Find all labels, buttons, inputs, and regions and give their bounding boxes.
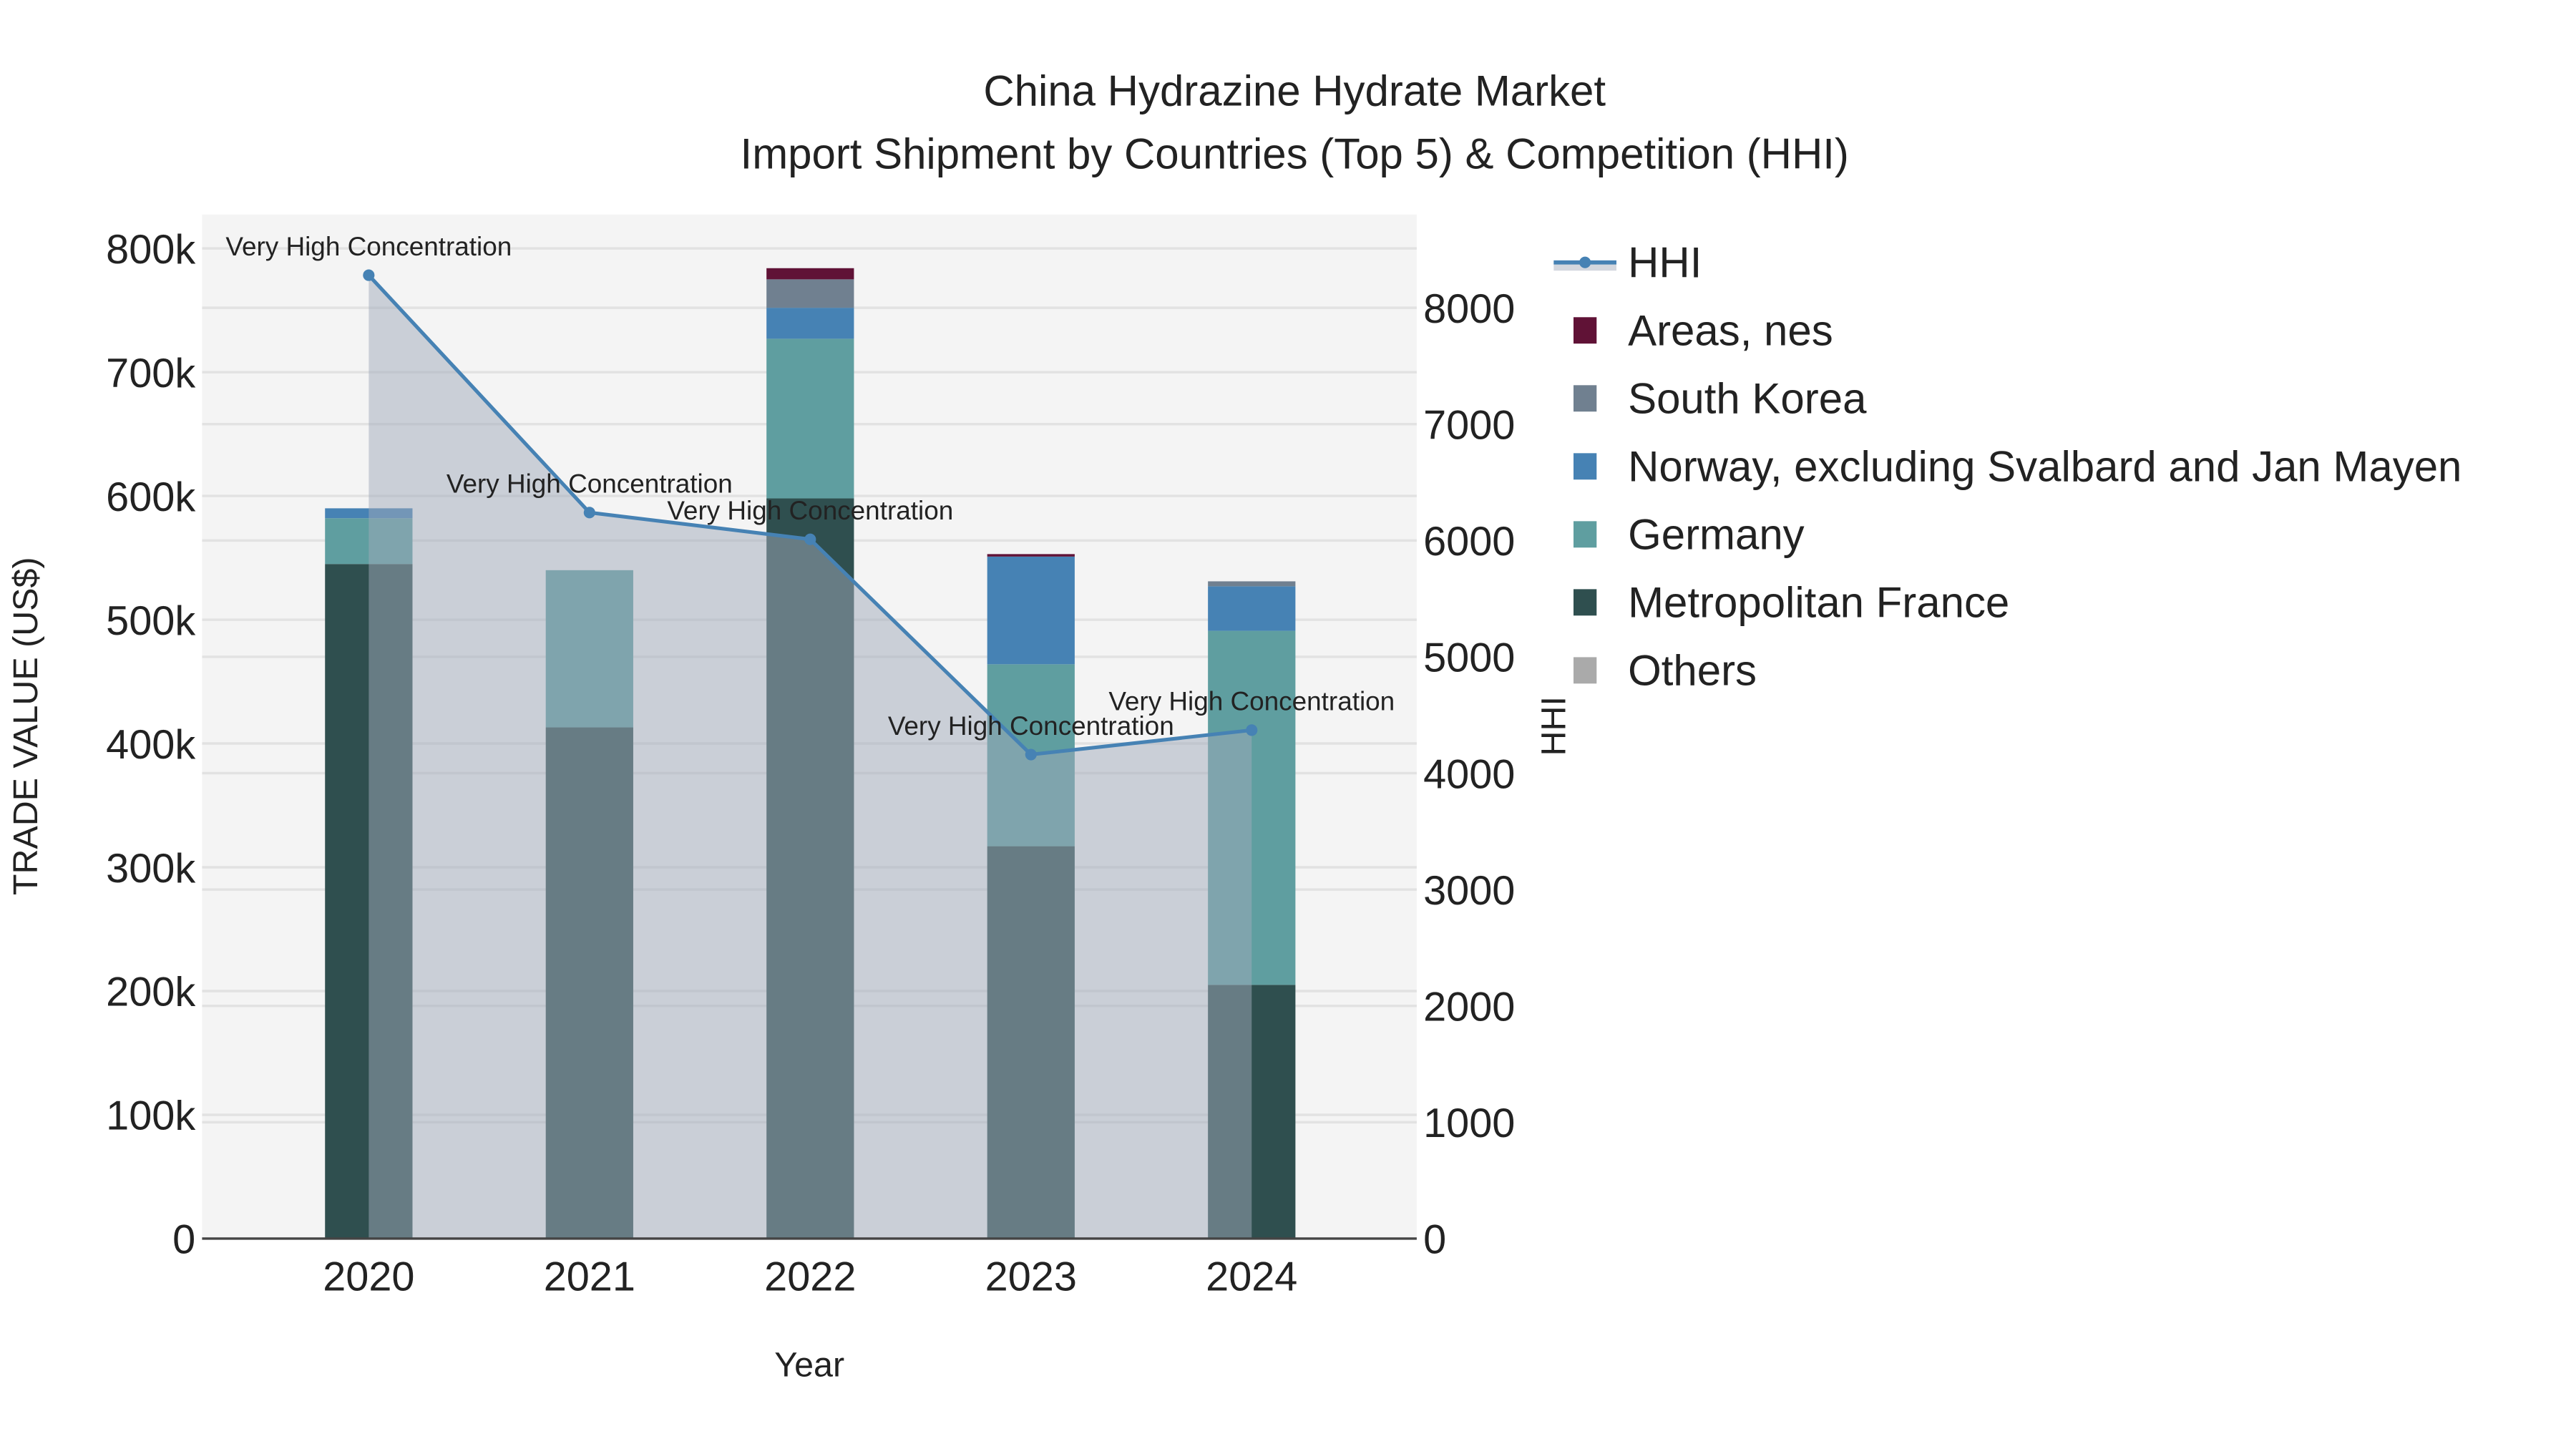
y2-tick-label: 1000 bbox=[1423, 1101, 1515, 1146]
legend-label: Germany bbox=[1628, 511, 1805, 559]
x-tick-label: 2023 bbox=[985, 1254, 1077, 1300]
y-tick-label: 500k bbox=[106, 598, 195, 644]
legend-label: HHI bbox=[1628, 238, 1702, 286]
y2-tick-label: 3000 bbox=[1423, 868, 1515, 914]
bar-south-korea-2022 bbox=[766, 279, 854, 308]
y-tick-label: 300k bbox=[106, 846, 195, 892]
y-tick-label: 0 bbox=[172, 1217, 195, 1263]
legend-swatch bbox=[1574, 317, 1597, 344]
hhi-annotation: Very High Concentration bbox=[447, 469, 733, 499]
x-tick-label: 2021 bbox=[544, 1254, 635, 1300]
chart-subtitle: Import Shipment by Countries (Top 5) & C… bbox=[741, 130, 1849, 177]
y2-tick-label: 4000 bbox=[1423, 751, 1515, 797]
y2-tick-label: 6000 bbox=[1423, 519, 1515, 565]
legend-label: Others bbox=[1628, 647, 1757, 695]
hhi-point-2023 bbox=[1025, 748, 1037, 761]
x-axis-label: Year bbox=[774, 1346, 844, 1385]
legend-label: Metropolitan France bbox=[1628, 579, 2009, 627]
y-tick-label: 200k bbox=[106, 970, 195, 1015]
bar-norway-excluding-svalbard-and-jan-mayen-2023 bbox=[987, 556, 1075, 665]
bar-south-korea-2024 bbox=[1208, 581, 1296, 587]
hhi-annotation: Very High Concentration bbox=[888, 711, 1174, 741]
legend-label: Norway, excluding Svalbard and Jan Mayen bbox=[1628, 443, 2462, 491]
legend-hhi-marker bbox=[1579, 256, 1591, 268]
bar-areas-nes-2023 bbox=[987, 554, 1075, 557]
legend-swatch bbox=[1574, 589, 1597, 616]
hhi-point-2020 bbox=[363, 269, 375, 281]
legend: HHI Areas, nes South Korea Norway, excludin… bbox=[1553, 238, 2462, 695]
y-tick-label: 600k bbox=[106, 474, 195, 520]
y2-axis-label: HHI bbox=[1534, 696, 1573, 756]
bar-areas-nes-2022 bbox=[766, 268, 854, 280]
legend-swatch bbox=[1574, 385, 1597, 412]
x-tick-label: 2024 bbox=[1206, 1254, 1297, 1300]
hhi-point-2022 bbox=[804, 533, 816, 545]
legend-swatch bbox=[1574, 521, 1597, 548]
hhi-point-2021 bbox=[583, 507, 595, 519]
y-tick-label: 100k bbox=[106, 1093, 195, 1139]
chart-title: China Hydrazine Hydrate Market bbox=[983, 67, 1606, 115]
y2-tick-label: 7000 bbox=[1423, 402, 1515, 448]
legend-swatch bbox=[1574, 657, 1597, 684]
y-axis-label: TRADE VALUE (US$) bbox=[6, 557, 45, 895]
y-tick-label: 700k bbox=[106, 351, 195, 396]
legend-label: South Korea bbox=[1628, 375, 1867, 423]
bar-norway-excluding-svalbard-and-jan-mayen-2022 bbox=[766, 308, 854, 339]
y2-tick-label: 2000 bbox=[1423, 984, 1515, 1030]
y-tick-label: 800k bbox=[106, 227, 195, 273]
bar-norway-excluding-svalbard-and-jan-mayen-2024 bbox=[1208, 586, 1296, 631]
x-tick-label: 2022 bbox=[764, 1254, 856, 1300]
legend-swatch bbox=[1574, 453, 1597, 480]
y2-tick-label: 0 bbox=[1423, 1217, 1446, 1263]
hhi-annotation: Very High Concentration bbox=[1108, 687, 1395, 716]
hhi-annotation: Very High Concentration bbox=[667, 496, 953, 525]
x-tick-label: 2020 bbox=[323, 1254, 414, 1300]
bar-germany-2022 bbox=[766, 338, 854, 499]
legend-label: Areas, nes bbox=[1628, 306, 1833, 354]
y2-tick-label: 5000 bbox=[1423, 635, 1515, 681]
y-tick-label: 400k bbox=[106, 722, 195, 768]
y2-tick-label: 8000 bbox=[1423, 286, 1515, 332]
hhi-point-2024 bbox=[1246, 724, 1258, 736]
hhi-annotation: Very High Concentration bbox=[225, 232, 512, 261]
